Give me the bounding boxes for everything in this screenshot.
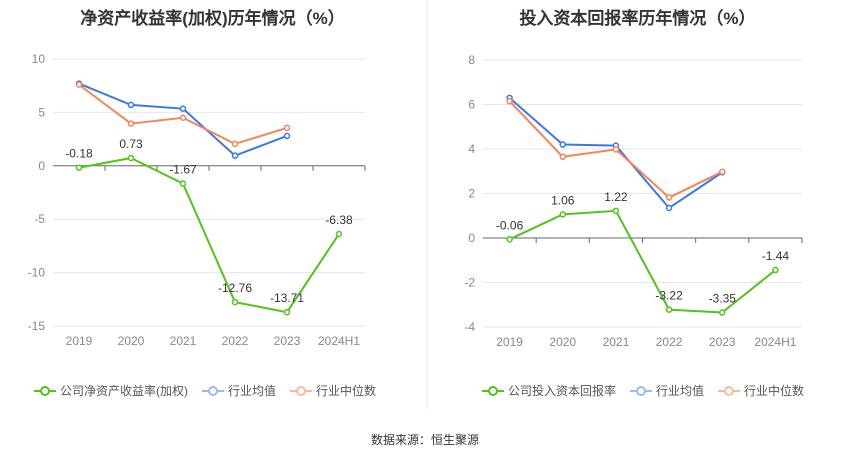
x-tick-label: 2020 (118, 334, 145, 348)
series-line (509, 209, 777, 314)
x-tick-label: 2024H1 (754, 335, 796, 349)
data-point[interactable] (231, 140, 239, 148)
legend-company[interactable]: 公司净资产收益率(加权) (34, 382, 188, 399)
chart-1: 10 5 0 -5 -10 -15 2019 2020 2021 2022 2023 2024H1 -0… (28, 52, 366, 348)
y-tick-label: -15 (28, 319, 46, 333)
data-point[interactable] (719, 309, 726, 316)
legend-label: 公司投入资本回报率 (508, 384, 617, 398)
data-point[interactable] (559, 153, 566, 161)
legend-avg[interactable]: 行业均值 (630, 382, 704, 399)
data-point[interactable] (506, 97, 513, 105)
y-tick-label: 4 (468, 142, 475, 156)
data-point[interactable] (179, 180, 187, 187)
legend-median[interactable]: 行业中位数 (718, 382, 804, 399)
y-tick-label: 8 (468, 53, 475, 67)
data-point[interactable] (665, 204, 673, 212)
data-point[interactable] (559, 141, 566, 148)
x-tick-label: 2019 (66, 334, 93, 348)
y-tick-label: 6 (468, 98, 475, 112)
divider (427, 0, 428, 410)
data-label: -1.44 (762, 249, 790, 263)
y-tick-label: -10 (28, 266, 46, 280)
data-point[interactable] (719, 168, 726, 175)
chart-2: 8 6 4 2 0 -2 -4 2019 2020 2021 2022 2023 2024H1 -0.06… (464, 53, 803, 349)
data-label: -0.06 (496, 218, 524, 232)
data-label: -12.76 (218, 281, 252, 295)
data-label: 0.73 (119, 137, 143, 151)
legend-label: 公司净资产收益率(加权) (60, 384, 188, 398)
x-tick-label: 2021 (603, 335, 630, 349)
legend-label: 行业中位数 (316, 384, 377, 398)
data-point[interactable] (283, 308, 291, 316)
x-tick-label: 2022 (656, 335, 683, 349)
y-tick-label: 10 (32, 52, 46, 66)
data-point[interactable] (179, 105, 187, 112)
data-point[interactable] (665, 194, 673, 201)
y-tick-label: -2 (464, 276, 475, 290)
x-tick-label: 2022 (222, 334, 249, 348)
y-tick-label: 5 (38, 105, 45, 119)
data-label: 1.06 (551, 193, 575, 207)
data-point[interactable] (612, 146, 620, 153)
x-tick-label: 2024H1 (318, 334, 360, 348)
y-tick-label: 0 (38, 159, 45, 173)
data-point[interactable] (179, 114, 187, 121)
chart2-title: 投入资本回报率历年情况（%） (519, 9, 756, 28)
y-tick-label: 2 (468, 187, 475, 201)
data-label: -1.67 (169, 163, 197, 177)
legend-company[interactable]: 公司投入资本回报率 (482, 382, 616, 399)
data-source: 数据来源：恒生聚源 (370, 433, 479, 447)
data-point[interactable] (283, 124, 291, 132)
x-tick-label: 2023 (709, 335, 736, 349)
y-tick-label: -5 (34, 212, 45, 226)
data-point[interactable] (231, 298, 239, 306)
data-point[interactable] (127, 101, 135, 109)
data-point[interactable] (772, 266, 779, 274)
legend-label: 行业均值 (228, 384, 277, 398)
data-point[interactable] (559, 211, 566, 218)
data-point[interactable] (506, 236, 513, 243)
x-tick-label: 2021 (170, 334, 197, 348)
data-label: -0.18 (65, 147, 93, 161)
data-point[interactable] (612, 207, 620, 215)
data-point[interactable] (665, 306, 673, 313)
legend-median[interactable]: 行业中位数 (290, 382, 376, 399)
y-tick-label: 0 (468, 231, 475, 245)
legend-label: 行业均值 (656, 384, 705, 398)
data-point[interactable] (75, 164, 83, 171)
data-label: 1.22 (604, 190, 628, 204)
data-point[interactable] (75, 81, 83, 88)
data-label: -6.38 (325, 213, 353, 227)
y-tick-label: -4 (464, 320, 475, 334)
series-line (78, 83, 288, 145)
legend-label: 行业中位数 (744, 384, 805, 398)
x-tick-label: 2019 (496, 335, 523, 349)
chart1-legend: 公司净资产收益率(加权) 行业均值 行业中位数 (34, 382, 376, 399)
data-point[interactable] (335, 230, 343, 238)
x-tick-label: 2020 (549, 335, 576, 349)
data-label: -3.22 (655, 289, 683, 303)
data-point[interactable] (127, 154, 135, 162)
series-line (78, 156, 340, 314)
legend-avg[interactable]: 行业均值 (202, 382, 276, 399)
data-label: -13.71 (270, 291, 304, 305)
data-point[interactable] (231, 152, 239, 159)
chart1-title: 净资产收益率(加权)历年情况（%） (80, 9, 345, 28)
data-point[interactable] (283, 132, 291, 140)
data-label: -3.35 (709, 292, 737, 306)
x-tick-label: 2023 (274, 334, 301, 348)
data-point[interactable] (127, 120, 135, 127)
chart2-legend: 公司投入资本回报率 行业均值 行业中位数 (482, 382, 804, 399)
